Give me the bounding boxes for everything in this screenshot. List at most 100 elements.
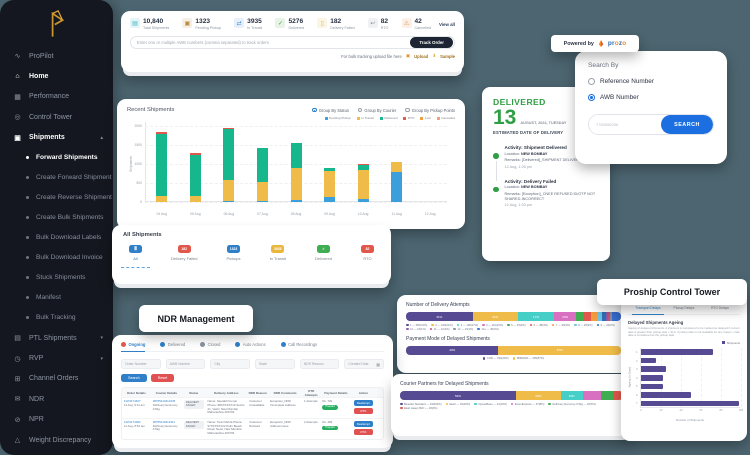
shipments-tab-delivered[interactable]: ✓ Delivered — [315, 245, 332, 261]
filter-order-number[interactable]: Order Number — [121, 359, 161, 369]
shipments-tab-pickups[interactable]: 1323 Pickups — [227, 245, 241, 261]
search-button[interactable]: SEARCH — [661, 115, 713, 134]
sidebar-item-npr[interactable]: ⊘ NPR — [0, 410, 113, 430]
awb-track-input[interactable] — [137, 40, 411, 45]
ndr-tab-call-recordings[interactable]: Call Recordings — [280, 342, 317, 347]
action-rto-button[interactable]: RTO — [353, 428, 374, 435]
awb-link[interactable]: 28765410212311 — [152, 420, 175, 424]
sidebar-subitem-label: Bulk Download Invoice — [36, 254, 103, 262]
filter-state[interactable]: State — [255, 359, 295, 369]
sidebar-item-rvp[interactable]: ◷ RVP ▾ — [0, 348, 113, 368]
action-rto-button[interactable]: RTO — [353, 407, 374, 415]
action-reattempt-button[interactable]: Reattempt — [353, 420, 374, 428]
timeline-body: Activity: Delivery Failed Location: NEW B… — [505, 179, 600, 208]
awb-link[interactable]: 28765410212345 — [152, 400, 176, 403]
segment-in-transit — [156, 196, 168, 202]
shipments-tab-delivery-failed[interactable]: 182 Delivery Failed — [171, 245, 197, 261]
sidebar-subitem-forward-shipments[interactable]: Forward Shipments — [0, 148, 113, 168]
radio-group-by-pickup-points[interactable]: Group By Pickup Points — [405, 108, 455, 113]
legend-bluedart-standard: Bluedart Standard — 230(52%) — [400, 403, 442, 406]
ndr-tab-auto-actions[interactable]: Auto Actions — [235, 342, 266, 347]
track-order-bar: Track Order — [130, 36, 455, 49]
legend-text: 8 — 25(2%) — [578, 323, 593, 327]
filter-city[interactable]: City — [210, 359, 251, 369]
bulk-tracking-text: For bulk tracking upload file here — [341, 53, 402, 59]
shipments-tab-in-transit[interactable]: 3935 In Transit — [270, 245, 286, 261]
awb-search-input[interactable] — [589, 115, 661, 134]
sidebar-subitem-manifest[interactable]: Manifest — [0, 288, 113, 308]
order-number-link[interactable]: FLP3174392 — [124, 420, 141, 424]
sidebar-subitem-create-reverse-shipment[interactable]: Create Reverse Shipment — [0, 188, 113, 208]
x-tick: 05 Aug — [190, 212, 201, 216]
sidebar-item-shipments[interactable]: ▣ Shipments ▴ — [0, 128, 113, 148]
y-tick: 7 — [636, 401, 638, 406]
search-option-awb-number[interactable]: AWB Number — [588, 94, 714, 101]
legend-text: COD — 334(43%) — [486, 357, 509, 360]
radio-group-by-status[interactable]: Group By Status — [312, 108, 349, 113]
proship-tab-label: Transport Delays — [635, 306, 661, 310]
powered-by-badge: Powered by prozo — [551, 35, 639, 52]
sidebar-item-propilot[interactable]: ∿ ProPilot — [0, 46, 113, 66]
timeline-location: Location: NEW BOMBAY — [504, 151, 548, 156]
legend-swatch — [420, 116, 424, 120]
filter-created-date[interactable]: Created Date ▦ — [344, 359, 385, 369]
sidebar-item-performance[interactable]: ▦ Performance — [0, 87, 113, 107]
sidebar-subitem-label: Manifest — [36, 294, 61, 302]
legend-dot — [548, 402, 551, 406]
action-reattempt-button[interactable]: Reattempt — [353, 400, 374, 407]
delivery-status-card: DELIVERED 13 AUGUST, 2024, TUESDAY ESTIM… — [482, 87, 610, 261]
shipments-tab-all[interactable]: ≣ All — [121, 245, 150, 267]
chart-header: Recent Shipments Group By Status Group By… — [127, 107, 455, 113]
upload-link[interactable]: Upload — [414, 53, 429, 59]
stat-delivered: ✓ 5276 Delivered — [275, 18, 304, 30]
legend-label: RTO — [407, 116, 415, 120]
sidebar-subitem-stuck-shipments[interactable]: Stuck Shipments — [0, 268, 113, 288]
search-option-reference-number[interactable]: Reference Number — [588, 78, 714, 85]
proship-tab-label: RTO Delays — [711, 306, 729, 310]
legend-dot — [400, 402, 403, 406]
sidebar-item-channel-orders[interactable]: ⊞ Channel Orders — [0, 369, 113, 389]
sidebar-subitem-bulk-tracking[interactable]: Bulk Tracking — [0, 308, 113, 328]
ndr-tab-ongoing[interactable]: Ongoing — [121, 342, 146, 352]
sidebar-subitem-bulk-download-labels[interactable]: Bulk Download Labels — [0, 228, 113, 248]
bar-11-aug — [391, 162, 403, 202]
sidebar-subitem-create-forward-shipment[interactable]: Create Forward Shipment — [0, 168, 113, 188]
cell-action: Reattempt RTO — [352, 420, 375, 437]
sidebar-subitem-create-bulk-shipments[interactable]: Create Bulk Shipments — [0, 208, 113, 228]
ndr-tab-closed[interactable]: Closed — [200, 342, 220, 347]
legend-text: 2 — 240(21%) — [435, 323, 453, 327]
ndr-reset-button[interactable]: Reset — [150, 374, 175, 382]
radio-label: Group By Courier — [364, 107, 397, 113]
delivery-failed-icon: ▯ — [317, 18, 328, 28]
legend-dot — [596, 323, 600, 327]
legend-text: 4 — 110(10%) — [486, 323, 504, 327]
view-all-link[interactable]: View all — [438, 21, 455, 27]
sidebar-item-ptl-shipments[interactable]: ▤ PTL Shipments ▾ — [0, 328, 113, 348]
order-number-link[interactable]: FLP3174407 — [124, 400, 141, 403]
prozo-logo-icon — [598, 40, 604, 47]
call-recordings-icon — [280, 342, 286, 347]
ndr-tab-delivered[interactable]: Delivered — [160, 342, 185, 347]
sidebar-item-ndr[interactable]: ✉ NDR — [0, 389, 113, 409]
sidebar-item-label: Shipments — [29, 134, 65, 142]
app-logo[interactable] — [0, 0, 113, 40]
x-tick: 04 Aug — [156, 212, 168, 216]
bullet-icon — [26, 216, 29, 220]
search-by-title: Search By — [588, 62, 619, 69]
shipments-tab-rto[interactable]: 82 RTO — [360, 245, 374, 261]
bar-05-aug — [189, 153, 201, 202]
x-tick: 80 — [719, 408, 723, 412]
legend-12: 12 — 10(1%) — [453, 328, 473, 331]
filter-ndr-reason[interactable]: NDR Reason — [299, 359, 340, 369]
sidebar-item-control-tower[interactable]: ◎ Control Tower — [0, 107, 113, 127]
track-order-button[interactable]: Track Order — [410, 37, 453, 48]
filter-awb-number[interactable]: AWB Number — [165, 359, 206, 369]
proship-control-tower-label: Proship Control Tower — [623, 287, 721, 297]
sidebar-item-weight-discrepancy[interactable]: △ Weight Discrepancy — [0, 430, 113, 450]
sidebar-item-home[interactable]: ⌂ Home — [0, 66, 113, 86]
sidebar-subitem-bulk-download-invoice[interactable]: Bulk Download Invoice — [0, 248, 113, 268]
sample-link[interactable]: Sample — [440, 53, 455, 59]
ndr-search-button[interactable]: Search — [121, 374, 147, 382]
radio-group-by-courier[interactable]: Group By Courier — [357, 107, 397, 113]
bar-08-aug — [290, 143, 302, 202]
